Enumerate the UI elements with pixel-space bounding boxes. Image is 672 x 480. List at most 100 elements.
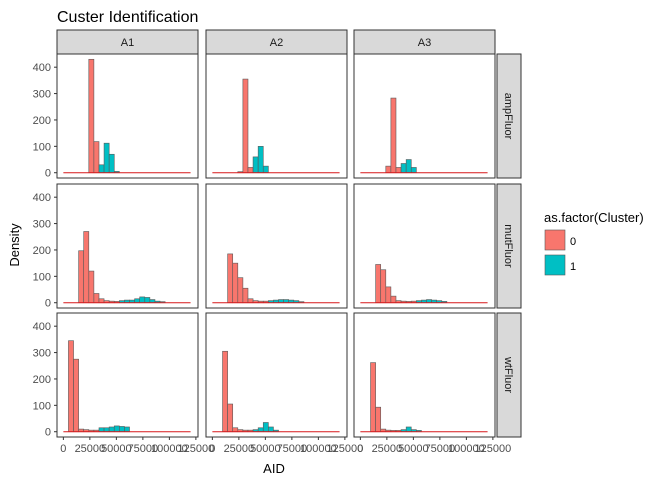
histogram-bar [139, 296, 146, 304]
x-tick-label: 75000 [425, 443, 456, 455]
histogram-bar [247, 167, 254, 174]
histogram-bar [390, 97, 397, 174]
strip-wtfluor [496, 312, 522, 438]
histogram-bar [268, 426, 274, 433]
x-tick-label: 0 [60, 443, 66, 455]
histogram-bar [93, 293, 100, 304]
histogram-bar [119, 426, 125, 433]
panel-a3-mutfluor [353, 183, 496, 309]
x-tick-label: 125000 [178, 443, 215, 455]
strip-ampfluor [496, 53, 522, 179]
y-tick-label: 0 [45, 427, 51, 439]
strip-label-a3: A3 [418, 37, 431, 49]
row-strips: ampFluor mutFluor wtFluor [496, 53, 522, 438]
histogram-bar [262, 165, 269, 174]
histogram-bar [68, 340, 74, 433]
histogram-bar [134, 298, 140, 304]
histogram-bar [247, 298, 254, 304]
panel-border [205, 53, 348, 179]
histogram-bar [227, 403, 234, 433]
x-axis-title: AID [263, 461, 285, 476]
panel-a1-wtfluor [56, 312, 199, 438]
histogram-bar [375, 406, 382, 433]
x-tick-label: 125000 [327, 443, 364, 455]
y-tick-label: 200 [33, 374, 51, 386]
x-tick-label: 25000 [224, 443, 255, 455]
panel-background [57, 184, 198, 308]
y-axes: 0 100 200 300 400 0 100 200 300 400 0 100 200 300 400 [33, 62, 57, 439]
histogram-bar [98, 298, 105, 304]
histogram-bar [400, 163, 407, 174]
y-tick-label: 400 [33, 192, 51, 204]
strip-label-ampfluor: ampFluor [502, 93, 514, 140]
panel-background [354, 54, 495, 178]
y-tick-label: 300 [33, 89, 51, 101]
histogram-bar [98, 427, 105, 433]
panel-background [206, 184, 347, 308]
y-tick-label: 200 [33, 245, 51, 257]
histogram-bar [257, 427, 264, 433]
y-tick-label: 400 [33, 62, 51, 74]
histogram-bar [252, 156, 259, 174]
histogram-bar [88, 58, 95, 174]
panel-border [205, 183, 348, 309]
x-tick-label: 50000 [250, 443, 281, 455]
panel-border [353, 53, 496, 179]
strip-label-wtfluor: wtFluor [502, 356, 514, 393]
chart-title: Custer Identification [57, 9, 198, 26]
histogram-bar [257, 146, 264, 174]
histogram-bar [93, 141, 100, 174]
histogram-bar [370, 362, 376, 433]
histogram-bar [227, 253, 234, 304]
strip-a1 [56, 29, 199, 55]
legend-key-0 [544, 229, 566, 251]
x-tick-label: 0 [357, 443, 363, 455]
panel-background [57, 313, 198, 437]
panel-a3-wtfluor [353, 312, 496, 438]
panel-a1-ampfluor [56, 53, 199, 179]
strip-label-a2: A2 [270, 37, 283, 49]
histogram-bar [78, 250, 85, 304]
panel-a2-ampfluor [205, 53, 348, 179]
panel-border [353, 183, 496, 309]
histogram-bar [395, 167, 402, 174]
histogram-bar [73, 358, 79, 433]
histogram-bar [232, 262, 239, 304]
y-tick-label: 0 [45, 298, 51, 310]
histogram-bar [242, 78, 249, 174]
y-tick-label: 400 [33, 321, 51, 333]
x-tick-label: 0 [209, 443, 215, 455]
histogram-bar [385, 165, 392, 174]
legend-label-0: 0 [570, 236, 576, 248]
x-tick-label: 125000 [475, 443, 512, 455]
strip-a2 [205, 29, 348, 55]
panel-background [57, 54, 198, 178]
x-tick-label: 100000 [300, 443, 337, 455]
strip-label-a1: A1 [121, 37, 134, 49]
y-tick-label: 100 [33, 141, 51, 153]
histogram-bar [237, 277, 244, 304]
y-tick-label: 300 [33, 219, 51, 231]
x-tick-label: 100000 [448, 443, 485, 455]
histogram-bar [108, 426, 115, 433]
panel-background [354, 184, 495, 308]
y-tick-label: 100 [33, 400, 51, 412]
y-tick-label: 100 [33, 271, 51, 283]
histogram-bar [232, 427, 239, 433]
histogram-bar [262, 422, 269, 433]
histogram-bar [222, 350, 228, 433]
y-axis-title: Density [7, 223, 22, 267]
x-tick-label: 100000 [151, 443, 188, 455]
strip-mutfluor [496, 183, 522, 309]
x-tick-label: 25000 [372, 443, 403, 455]
x-tick-label: 25000 [75, 443, 106, 455]
panel-a2-mutfluor [205, 183, 348, 309]
histogram-bar [242, 287, 249, 304]
histogram-bar [83, 231, 90, 304]
histogram-bar [385, 286, 392, 304]
panel-border [56, 312, 199, 438]
legend-title: as.factor(Cluster) [544, 210, 644, 225]
strip-label-mutfluor: mutFluor [502, 224, 514, 268]
facet-panels [56, 53, 496, 438]
